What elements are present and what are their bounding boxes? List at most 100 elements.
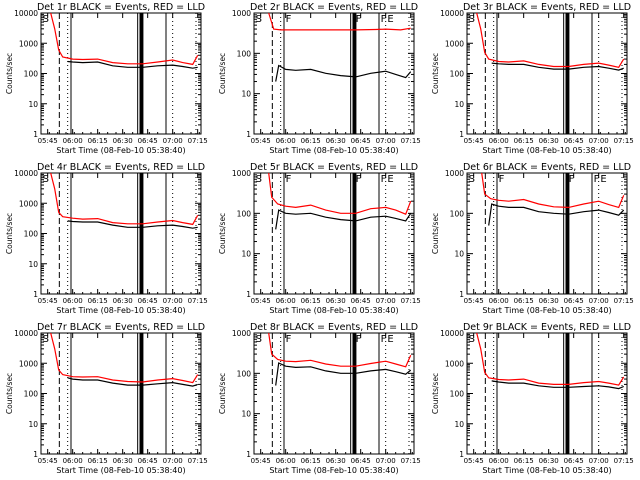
events-series-line <box>67 377 198 387</box>
x-tick-label: 06:30 <box>326 297 346 305</box>
y-tick-label: 10 <box>28 260 38 269</box>
x-tick-label: 06:00 <box>489 137 509 145</box>
y-tick-label: 100 <box>24 230 39 239</box>
x-tick-label: 06:15 <box>301 137 321 145</box>
lld-series-line <box>476 332 625 386</box>
chart-svg: Det 7r BLACK = Events, RED = LLD Counts/s… <box>5 322 208 475</box>
lld-series-line <box>268 172 412 215</box>
x-tick-label: 05:45 <box>464 137 484 145</box>
chart-title: Det 3r BLACK = Events, RED = LLD <box>463 2 631 13</box>
x-tick-label: 06:15 <box>514 137 534 145</box>
x-axis-label: Start Time (08-Feb-10 05:38:40) <box>269 306 398 315</box>
x-tick-label: 06:15 <box>88 137 108 145</box>
y-axis-label: Counts/sec <box>431 53 440 94</box>
y-tick-label: 1 <box>246 450 251 459</box>
x-tick-label: 06:30 <box>326 457 346 465</box>
plot-frame <box>253 12 415 135</box>
x-tick-label: 06:30 <box>539 457 559 465</box>
event-marker-label: F <box>569 174 575 185</box>
chart-svg: Det 6r BLACK = Events, RED = LLD Counts/s… <box>431 162 634 315</box>
x-tick-label: 06:00 <box>276 137 296 145</box>
event-marker-label: F <box>356 174 362 185</box>
event-marker-label: F <box>286 174 292 185</box>
plot-frame <box>253 172 415 295</box>
y-tick-label: 10000 <box>14 169 38 178</box>
y-tick-label: 10 <box>28 420 38 429</box>
detector-panel-5: Det 5r BLACK = Events, RED = LLD Counts/s… <box>213 160 426 320</box>
x-tick-label: 06:45 <box>351 297 371 305</box>
x-tick-label: 06:00 <box>63 457 83 465</box>
y-tick-label: 1 <box>459 130 464 139</box>
x-tick-label: 06:30 <box>539 137 559 145</box>
x-tick-label: 06:15 <box>88 297 108 305</box>
event-marker-label: S <box>256 334 262 345</box>
plot-frame <box>40 12 202 135</box>
x-axis-label: Start Time (08-Feb-10 05:38:40) <box>482 466 611 475</box>
y-tick-label: 1 <box>33 290 38 299</box>
x-tick-label: 06:30 <box>113 297 133 305</box>
x-tick-label: 07:00 <box>163 457 183 465</box>
event-marker-label: F <box>499 174 505 185</box>
x-tick-label: 07:15 <box>401 137 421 145</box>
y-axis-label: Counts/sec <box>431 373 440 414</box>
y-tick-label: 10 <box>241 250 251 259</box>
x-tick-label: 06:15 <box>514 297 534 305</box>
x-tick-label: 07:15 <box>188 457 208 465</box>
detector-panel-1: Det 1r BLACK = Events, RED = LLD Counts/s… <box>0 0 213 160</box>
y-tick-label: 10000 <box>14 9 38 18</box>
x-tick-label: 05:45 <box>38 137 58 145</box>
y-tick-label: 1000 <box>232 329 251 338</box>
y-axis-label: Counts/sec <box>431 213 440 254</box>
x-tick-label: 06:45 <box>138 137 158 145</box>
x-tick-label: 05:45 <box>38 297 58 305</box>
plot-frame <box>40 172 202 295</box>
chart-svg: Det 4r BLACK = Events, RED = LLD Counts/s… <box>5 162 208 315</box>
x-tick-label: 07:15 <box>188 137 208 145</box>
detector-panel-7: Det 7r BLACK = Events, RED = LLD Counts/s… <box>0 320 213 480</box>
detector-panel-4: Det 4r BLACK = Events, RED = LLD Counts/s… <box>0 160 213 320</box>
y-tick-label: 1 <box>459 290 464 299</box>
y-tick-label: 1000 <box>232 169 251 178</box>
y-tick-label: 100 <box>237 369 252 378</box>
y-tick-label: 10 <box>241 90 251 99</box>
x-tick-label: 07:15 <box>614 137 634 145</box>
y-tick-label: 1 <box>33 450 38 459</box>
y-tick-label: 100 <box>237 49 252 58</box>
y-tick-label: 10 <box>454 100 464 109</box>
y-tick-label: 1000 <box>445 169 464 178</box>
x-tick-label: 06:30 <box>113 137 133 145</box>
x-tick-label: 06:45 <box>564 137 584 145</box>
y-tick-label: 100 <box>24 390 39 399</box>
events-series-line <box>491 62 624 71</box>
y-tick-label: 10 <box>241 410 251 419</box>
y-tick-label: 1000 <box>19 199 38 208</box>
x-axis-label: Start Time (08-Feb-10 05:38:40) <box>269 146 398 155</box>
chart-svg: Det 3r BLACK = Events, RED = LLD Counts/s… <box>431 2 634 155</box>
x-tick-label: 07:00 <box>376 297 396 305</box>
x-tick-label: 06:00 <box>63 137 83 145</box>
event-marker-label: F <box>286 334 292 345</box>
event-marker-label: E <box>387 334 393 345</box>
x-axis-label: Start Time (08-Feb-10 05:38:40) <box>56 306 185 315</box>
x-tick-label: 07:00 <box>589 137 609 145</box>
x-axis-label: Start Time (08-Feb-10 05:38:40) <box>269 466 398 475</box>
y-tick-label: 100 <box>450 390 465 399</box>
y-tick-label: 10 <box>454 250 464 259</box>
chart-title: Det 6r BLACK = Events, RED = LLD <box>463 162 631 173</box>
y-tick-label: 1000 <box>445 359 464 368</box>
x-tick-label: 06:15 <box>88 457 108 465</box>
event-marker-label: F <box>381 174 387 185</box>
event-marker-label: E <box>387 174 393 185</box>
y-tick-label: 100 <box>24 70 39 79</box>
event-marker-label: F <box>381 14 387 25</box>
lld-series-line <box>476 12 625 68</box>
x-tick-label: 07:00 <box>376 137 396 145</box>
chart-title: Det 2r BLACK = Events, RED = LLD <box>250 2 418 13</box>
event-marker-label: S <box>43 14 49 25</box>
detector-panel-3: Det 3r BLACK = Events, RED = LLD Counts/s… <box>426 0 639 160</box>
event-marker-label: S <box>256 14 262 25</box>
events-series-line <box>67 60 198 69</box>
x-tick-label: 07:15 <box>614 457 634 465</box>
plot-frame <box>466 332 628 455</box>
event-marker-label: S <box>469 174 475 185</box>
